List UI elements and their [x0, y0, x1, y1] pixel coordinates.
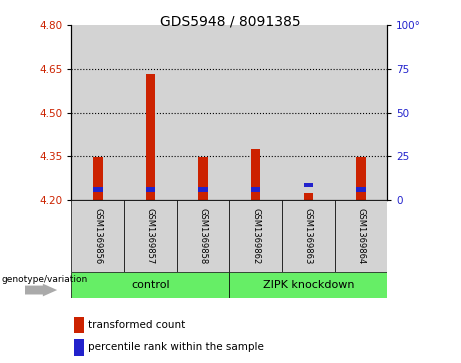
Text: GSM1369864: GSM1369864	[356, 208, 366, 265]
Bar	[177, 200, 229, 272]
Bar	[93, 157, 102, 200]
Bar	[356, 187, 366, 192]
Text: transformed count: transformed count	[88, 320, 185, 330]
Bar	[356, 157, 366, 200]
Bar	[177, 25, 229, 200]
Bar	[198, 157, 208, 200]
Bar	[229, 200, 282, 272]
Text: GSM1369856: GSM1369856	[93, 208, 102, 265]
Text: genotype/variation: genotype/variation	[1, 275, 88, 284]
Text: GSM1369863: GSM1369863	[304, 208, 313, 265]
Bar	[124, 200, 177, 272]
Bar	[229, 272, 387, 298]
Bar	[71, 272, 229, 298]
Bar	[198, 187, 208, 192]
Text: percentile rank within the sample: percentile rank within the sample	[88, 342, 263, 352]
Bar	[71, 25, 124, 200]
Bar	[146, 187, 155, 192]
Text: GDS5948 / 8091385: GDS5948 / 8091385	[160, 15, 301, 29]
Text: GSM1369862: GSM1369862	[251, 208, 260, 265]
Bar	[303, 193, 313, 200]
Bar	[282, 200, 335, 272]
FancyArrow shape	[25, 284, 57, 296]
Text: control: control	[131, 280, 170, 290]
Bar	[229, 25, 282, 200]
Bar	[251, 149, 260, 200]
Text: ZIPK knockdown: ZIPK knockdown	[263, 280, 354, 290]
Bar	[124, 25, 177, 200]
Bar	[335, 200, 387, 272]
Text: GSM1369857: GSM1369857	[146, 208, 155, 265]
Bar	[71, 200, 124, 272]
Bar	[74, 339, 83, 356]
Bar	[146, 74, 155, 200]
Bar	[251, 187, 260, 192]
Bar	[335, 25, 387, 200]
Bar	[303, 183, 313, 187]
Bar	[282, 25, 335, 200]
Bar	[74, 317, 83, 333]
Bar	[93, 187, 102, 192]
Text: GSM1369858: GSM1369858	[199, 208, 207, 265]
